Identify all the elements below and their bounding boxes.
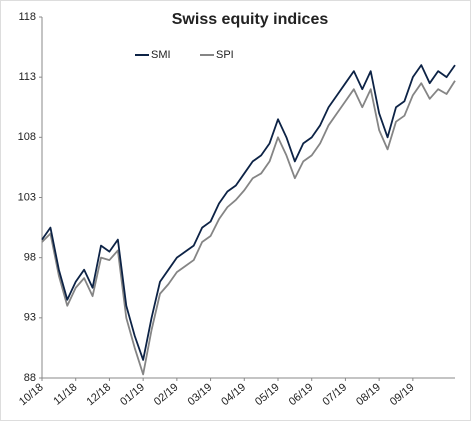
line-0 bbox=[41, 64, 456, 361]
chart-title: Swiss equity indices bbox=[172, 11, 329, 28]
legend-label: SPI bbox=[216, 49, 234, 61]
y-tick-label: 103 bbox=[18, 191, 36, 203]
y-tick-label: 98 bbox=[24, 252, 36, 264]
x-tick-label: 05/19 bbox=[253, 381, 282, 408]
line-1 bbox=[41, 80, 456, 376]
x-tick-label: 06/19 bbox=[287, 381, 316, 408]
x-tick-label: 11/18 bbox=[51, 381, 79, 407]
y-tick-label: 108 bbox=[18, 131, 36, 143]
x-tick-label: 12/18 bbox=[84, 381, 113, 408]
y-tick-label: 113 bbox=[18, 71, 36, 83]
x-tick-label: 09/19 bbox=[388, 381, 417, 408]
x-tick-label: 02/19 bbox=[152, 381, 181, 408]
x-tick-label: 10/18 bbox=[17, 381, 46, 408]
x-tick-label: 03/19 bbox=[186, 381, 215, 408]
x-tick-label: 04/19 bbox=[219, 381, 248, 408]
legend-label: SMI bbox=[151, 49, 171, 61]
y-tick-label: 118 bbox=[18, 11, 36, 23]
y-tick-label: 93 bbox=[24, 312, 36, 324]
x-tick-label: 08/19 bbox=[354, 381, 383, 408]
x-tick-label: 01/19 bbox=[118, 381, 147, 408]
x-tick-label: 07/19 bbox=[320, 381, 349, 408]
y-tick-label: 88 bbox=[24, 372, 36, 384]
